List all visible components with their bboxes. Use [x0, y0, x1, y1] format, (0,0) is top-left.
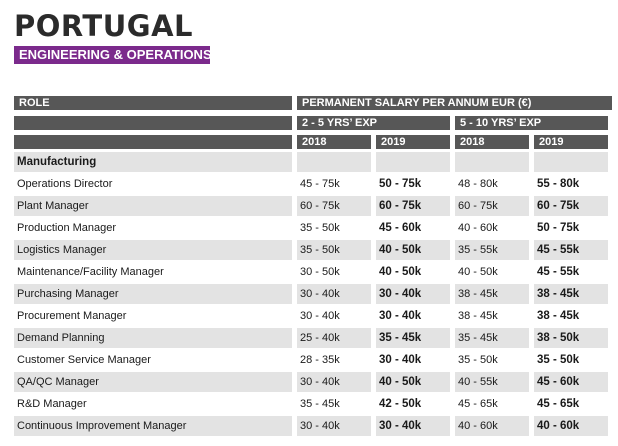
salary-cell: 60 - 75k — [297, 196, 371, 216]
salary-cell: 45 - 55k — [537, 266, 580, 278]
salary-cell: 35 - 50k — [458, 354, 498, 366]
exp-group-header-2: 5 - 10 YRS’ EXP — [455, 116, 608, 130]
role-name: R&D Manager — [17, 398, 87, 410]
role-name: Procurement Manager — [17, 310, 127, 322]
salary-cell: 40 - 60k — [534, 416, 608, 436]
table-row: Logistics Manager 35 - 50k 40 - 50k 35 -… — [0, 240, 618, 260]
role-name: Operations Director — [17, 178, 113, 190]
salary-cell: 50 - 75k — [537, 222, 580, 234]
salary-cell: 38 - 45k — [455, 284, 529, 304]
salary-cell: 40 - 60k — [458, 222, 498, 234]
table-cell — [297, 152, 371, 172]
role-name: Production Manager — [17, 222, 117, 234]
page-title: PORTUGAL — [14, 9, 193, 43]
salary-cell: 40 - 50k — [376, 372, 450, 392]
salary-cell: 45 - 60k — [379, 222, 422, 234]
section-row: Manufacturing — [0, 152, 618, 172]
role-name: QA/QC Manager — [14, 372, 292, 392]
role-name: Demand Planning — [14, 328, 292, 348]
salary-cell: 50 - 75k — [379, 178, 422, 190]
salary-cell: 38 - 45k — [458, 310, 498, 322]
salary-cell: 45 - 55k — [534, 240, 608, 260]
table-row: Maintenance/Facility Manager 30 - 50k 40… — [0, 262, 618, 282]
salary-cell: 30 - 40k — [300, 310, 340, 322]
salary-cell: 40 - 55k — [455, 372, 529, 392]
salary-cell: 35 - 45k — [300, 398, 340, 410]
year-header: 2018 — [297, 135, 371, 149]
role-name: Continuous Improvement Manager — [14, 416, 292, 436]
salary-cell: 45 - 75k — [300, 178, 340, 190]
table-row: Production Manager 35 - 50k 45 - 60k 40 … — [0, 218, 618, 238]
salary-cell: 25 - 40k — [297, 328, 371, 348]
salary-cell: 40 - 50k — [379, 266, 422, 278]
category-badge: ENGINEERING & OPERATIONS — [14, 46, 212, 64]
role-year-bar — [14, 135, 292, 149]
table-row: QA/QC Manager 30 - 40k 40 - 50k 40 - 55k… — [0, 372, 618, 392]
role-header: ROLE — [14, 96, 292, 110]
salary-cell: 60 - 75k — [376, 196, 450, 216]
table-row: R&D Manager 35 - 45k 42 - 50k 45 - 65k 4… — [0, 394, 618, 414]
table-row: Continuous Improvement Manager 30 - 40k … — [0, 416, 618, 436]
role-name: Customer Service Manager — [17, 354, 151, 366]
salary-cell: 30 - 40k — [379, 354, 422, 366]
salary-cell: 55 - 80k — [537, 178, 580, 190]
salary-cell: 35 - 50k — [537, 354, 580, 366]
salary-cell: 45 - 65k — [537, 398, 580, 410]
year-header: 2018 — [455, 135, 529, 149]
salary-cell: 28 - 35k — [300, 354, 340, 366]
salary-cell: 30 - 40k — [297, 416, 371, 436]
salary-cell: 35 - 45k — [455, 328, 529, 348]
salary-cell: 38 - 45k — [534, 284, 608, 304]
table-cell — [376, 152, 450, 172]
table-row: Operations Director 45 - 75k 50 - 75k 48… — [0, 174, 618, 194]
salary-cell: 30 - 40k — [297, 372, 371, 392]
salary-cell: 38 - 50k — [534, 328, 608, 348]
salary-cell: 45 - 65k — [458, 398, 498, 410]
salary-cell: 45 - 60k — [534, 372, 608, 392]
salary-cell: 40 - 50k — [376, 240, 450, 260]
exp-group-header-1: 2 - 5 YRS’ EXP — [297, 116, 450, 130]
table-row: Demand Planning 25 - 40k 35 - 45k 35 - 4… — [0, 328, 618, 348]
salary-cell: 30 - 40k — [379, 310, 422, 322]
role-subheader-bar — [14, 116, 292, 130]
salary-cell: 35 - 55k — [455, 240, 529, 260]
salary-cell: 60 - 75k — [455, 196, 529, 216]
section-label: Manufacturing — [14, 152, 292, 172]
salary-cell: 35 - 50k — [300, 222, 340, 234]
role-name: Plant Manager — [14, 196, 292, 216]
salary-cell: 48 - 80k — [458, 178, 498, 190]
table-row: Procurement Manager 30 - 40k 30 - 40k 38… — [0, 306, 618, 326]
salary-header: PERMANENT SALARY PER ANNUM EUR (€) — [297, 96, 612, 110]
salary-cell: 30 - 50k — [300, 266, 340, 278]
salary-cell: 30 - 40k — [297, 284, 371, 304]
salary-cell: 40 - 50k — [458, 266, 498, 278]
role-name: Maintenance/Facility Manager — [17, 266, 164, 278]
table-row: Plant Manager 60 - 75k 60 - 75k 60 - 75k… — [0, 196, 618, 216]
salary-cell: 40 - 60k — [455, 416, 529, 436]
year-header: 2019 — [376, 135, 450, 149]
salary-cell: 30 - 40k — [376, 416, 450, 436]
role-name: Purchasing Manager — [14, 284, 292, 304]
year-header: 2019 — [534, 135, 608, 149]
role-name: Logistics Manager — [14, 240, 292, 260]
table-cell — [455, 152, 529, 172]
salary-cell: 60 - 75k — [534, 196, 608, 216]
table-row: Purchasing Manager 30 - 40k 30 - 40k 38 … — [0, 284, 618, 304]
salary-cell: 35 - 50k — [297, 240, 371, 260]
table-row: Customer Service Manager 28 - 35k 30 - 4… — [0, 350, 618, 370]
salary-cell: 42 - 50k — [379, 398, 422, 410]
table-cell — [534, 152, 608, 172]
salary-cell: 30 - 40k — [376, 284, 450, 304]
salary-cell: 35 - 45k — [376, 328, 450, 348]
salary-cell: 38 - 45k — [537, 310, 580, 322]
